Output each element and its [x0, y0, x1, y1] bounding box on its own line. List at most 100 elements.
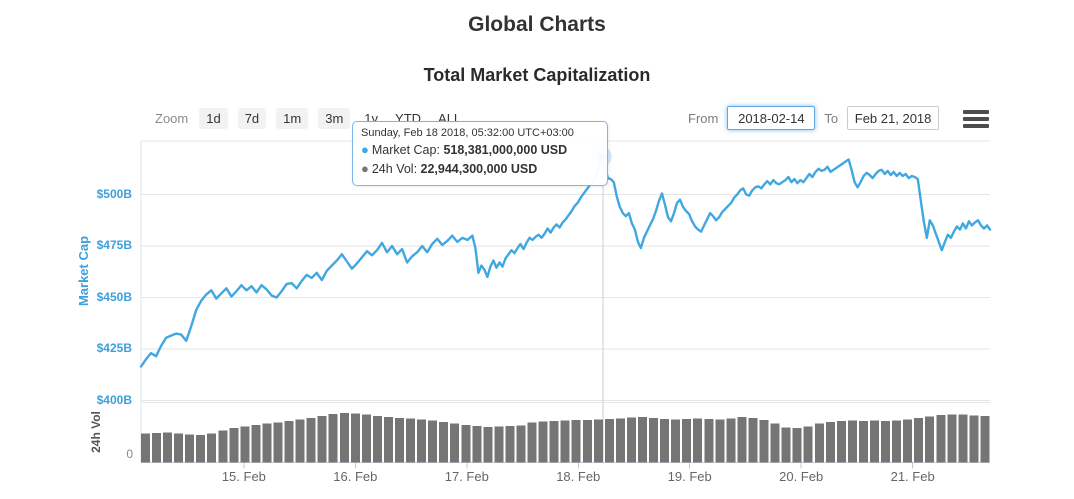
volume-bar — [770, 423, 780, 463]
hamburger-bar — [963, 117, 989, 121]
volume-bar — [505, 425, 515, 463]
volume-bar — [715, 419, 725, 463]
volume-bar — [339, 413, 349, 463]
volume-bar — [516, 425, 526, 463]
hamburger-menu-icon[interactable] — [963, 110, 989, 128]
volume-bar — [273, 422, 283, 463]
tooltip-marketcap-label: Market Cap: — [371, 143, 440, 157]
zoom-button-7d[interactable]: 7d — [237, 107, 267, 129]
volume-bar — [649, 417, 659, 463]
volume-bar — [439, 421, 449, 463]
volume-bar — [881, 421, 890, 463]
volume-axis-zero-label: 0 — [126, 447, 133, 461]
volume-bar — [781, 427, 791, 463]
volume-bar — [627, 417, 636, 463]
xaxis-label-21feb: 21. Feb — [890, 469, 935, 484]
tooltip-date: Sunday, Feb 18 2018, 05:32:00 UTC+03:00 — [361, 127, 574, 139]
volume-bar — [615, 418, 625, 463]
xaxis-label-19feb: 19. Feb — [667, 469, 712, 484]
from-date-input[interactable] — [727, 106, 816, 130]
zoom-label: Zoom — [155, 110, 189, 126]
volume-axis-title: 24h Vol — [89, 411, 103, 453]
xaxis-label-16feb: 16. Feb — [333, 469, 378, 484]
volume-bar — [704, 418, 714, 463]
volume-bar — [748, 417, 758, 463]
volume-bar — [317, 416, 327, 463]
volume-bar — [174, 433, 184, 463]
volume-bar — [858, 421, 868, 463]
volume-bar — [185, 434, 195, 463]
volume-bar — [163, 432, 173, 463]
volume-bar — [284, 421, 294, 463]
volume-bar — [759, 420, 769, 463]
volume-bar — [207, 433, 217, 463]
volume-bar — [229, 428, 239, 463]
chart-title: Total Market Capitalization — [423, 65, 651, 85]
to-label: To — [824, 110, 839, 126]
date-range-group: From To — [688, 105, 940, 131]
tooltip-marketcap-value: 518,381,000,000 USD — [443, 143, 568, 157]
volume-bar — [372, 416, 382, 463]
volume-bar — [218, 430, 228, 463]
volume-bar — [803, 426, 813, 463]
yaxis-label-425b: $425B — [96, 341, 132, 355]
volume-bar — [571, 420, 581, 463]
volume-bar — [350, 413, 360, 463]
yaxis-label-400b: $400B — [96, 392, 132, 407]
volume-bar — [682, 419, 692, 463]
volume-bar — [925, 416, 935, 463]
yaxis-label-450b: $450B — [96, 289, 132, 304]
volume-bar — [361, 414, 371, 463]
hamburger-bar — [963, 124, 989, 128]
volume-bar — [395, 417, 404, 463]
volume-bar — [240, 426, 250, 463]
volume-bar — [792, 428, 802, 463]
volume-bar — [671, 419, 681, 463]
volume-bar — [814, 423, 824, 463]
chart-tooltip: Sunday, Feb 18 2018, 05:32:00 UTC+03:00 … — [352, 121, 608, 186]
volume-bar — [726, 418, 736, 463]
xaxis-label-17feb: 17. Feb — [444, 469, 489, 484]
yaxis-label-500b: $500B — [96, 187, 132, 201]
volume-bar — [417, 419, 427, 463]
volume-bar — [825, 421, 835, 463]
volume-bar — [660, 419, 670, 463]
volume-bar — [892, 420, 902, 463]
xaxis-label-20feb: 20. Feb — [779, 469, 824, 484]
zoom-button-3m[interactable]: 3m — [318, 107, 351, 129]
yaxis-label-475b: $475B — [96, 238, 132, 252]
volume-bar — [328, 413, 338, 463]
tooltip-volume-label: 24h Vol: — [371, 161, 418, 176]
marketcap-axis-title: Market Cap — [76, 235, 91, 307]
page-title: Global Charts — [468, 13, 606, 36]
zoom-button-1m[interactable]: 1m — [276, 107, 309, 129]
marketcap-line — [139, 155, 992, 368]
from-label: From — [688, 110, 719, 126]
volume-bar — [262, 423, 272, 463]
to-date-input[interactable] — [847, 106, 940, 130]
volume-bar — [538, 421, 548, 463]
volume-bar — [306, 417, 316, 463]
volume-bar — [560, 420, 570, 463]
volume-bar — [969, 415, 979, 463]
volume-bar — [527, 422, 537, 463]
tooltip-row-volume: ● 24h Vol: 22,944,300,000 USD — [361, 160, 599, 179]
volume-bar — [836, 421, 846, 463]
volume-bar — [450, 423, 460, 463]
volume-bar — [604, 419, 614, 463]
xaxis-label-15feb: 15. Feb — [221, 469, 266, 484]
zoom-button-1d[interactable]: 1d — [199, 107, 228, 129]
volume-bar — [428, 420, 438, 463]
volume-bar — [638, 417, 647, 463]
volume-bar — [693, 418, 703, 463]
volume-bar — [593, 419, 603, 463]
volume-bar — [947, 414, 957, 463]
xaxis-label-18feb: 18. Feb — [556, 469, 601, 484]
volume-bar — [152, 433, 161, 463]
volume-bar — [870, 420, 879, 463]
volume-bar — [737, 417, 747, 463]
marketcap-bullet-icon: ● — [361, 142, 369, 157]
volume-bar — [141, 433, 150, 463]
volume-bar — [384, 417, 393, 463]
